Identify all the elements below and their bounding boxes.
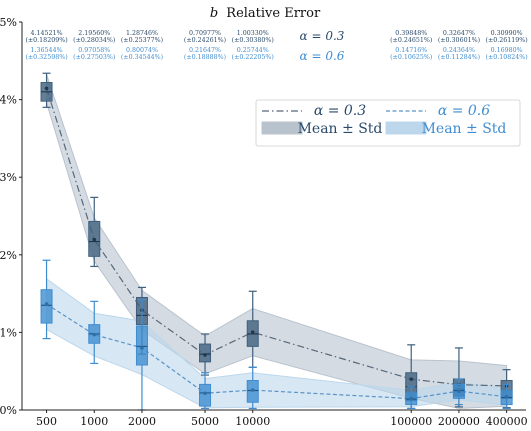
box-series-1-3 [199, 372, 212, 410]
mean-marker [409, 396, 414, 401]
x-tick-label: 10000 [235, 415, 270, 427]
value-annotation: (±0.28034%) [73, 37, 115, 44]
y-tick-label: 4% [0, 94, 17, 107]
y-tick-label: 1% [0, 326, 17, 339]
legend: α = 0.3 α = 0.6 Mean ± Std Mean ± Std [255, 99, 521, 147]
box-series-0-1 [88, 196, 101, 268]
value-annotation: (±0.26119%) [486, 37, 528, 44]
box-body [135, 325, 148, 366]
mean-marker [250, 330, 255, 334]
value-annotation: (±0.11284%) [438, 54, 480, 61]
legend-item: Mean ± Std [261, 121, 383, 137]
value-annotation: 1.36544% [31, 47, 63, 54]
legend-item: α = 0.6 [386, 103, 490, 119]
mean-marker [457, 389, 461, 393]
value-annotation: 0.70977% [189, 30, 221, 37]
value-annotation: (±0.10625%) [390, 54, 432, 61]
value-annotation: 0.24364% [443, 47, 475, 54]
series-annotation-label: α = 0.3 [300, 29, 345, 43]
box-body [199, 383, 212, 407]
mean-marker [409, 377, 414, 381]
box-series-1-5 [405, 386, 418, 410]
y-tick-label: 2% [0, 249, 17, 262]
x-tick-label: 1000 [80, 415, 108, 427]
x-tick-label: 2000 [128, 415, 156, 427]
value-annotation: (±0.30380%) [232, 37, 274, 44]
value-annotation: (±0.25377%) [121, 37, 163, 44]
y-tick-label: 0% [0, 404, 17, 417]
box-body [40, 289, 53, 324]
series-annotation-label: α = 0.6 [300, 49, 345, 63]
mean-marker [203, 391, 207, 396]
legend-band-swatch [385, 121, 427, 135]
y-tick-label: 3% [0, 171, 17, 184]
x-tick-label: 400000 [486, 415, 528, 427]
value-annotation: 0.32647% [443, 30, 475, 37]
value-annotation: 2.19560% [78, 30, 110, 37]
box-series-1-7 [500, 383, 513, 410]
box-body [199, 343, 212, 363]
value-annotation: 0.16980% [491, 47, 523, 54]
legend-label: α = 0.3 [314, 103, 366, 119]
x-tick-label: 200000 [438, 415, 480, 427]
mean-marker [44, 302, 49, 306]
mean-marker [140, 346, 144, 350]
axes: 0% 1% 2% 3% 4% 5% 500 1000 2000 5000 10000 100000 20… [0, 16, 528, 428]
value-annotation: 0.14716% [395, 47, 427, 54]
mean-marker [203, 353, 207, 357]
value-annotation: 1.28746% [126, 30, 158, 37]
legend-item: Mean ± Std [385, 121, 507, 137]
value-annotation: (±0.34544%) [121, 54, 163, 61]
x-tick-label: 500 [36, 415, 57, 427]
value-annotation: (±0.32598%) [25, 54, 67, 61]
legend-band-swatch [261, 121, 303, 135]
value-annotations: 4.14521%(±0.18209%) 2.19560%(±0.28034%) 1.… [25, 29, 527, 63]
mean-line-series-1 [46, 303, 507, 400]
box-series-1-1 [88, 300, 101, 365]
value-annotation: 0.97058% [78, 47, 110, 54]
value-annotation: 0.25744% [237, 47, 269, 54]
chart-title: b Relative Error [210, 6, 321, 21]
mean-marker [44, 86, 49, 91]
legend-item: α = 0.3 [262, 103, 366, 119]
legend-label: Mean ± Std [422, 121, 507, 137]
x-tick-label: 5000 [191, 415, 219, 427]
mean-marker [250, 388, 255, 392]
x-tick-label: 100000 [390, 415, 432, 427]
value-annotation: (±0.18888%) [184, 54, 226, 61]
mean-marker [504, 395, 509, 399]
value-annotation: (±0.18209%) [25, 37, 67, 44]
box-series-0-0 [40, 72, 53, 108]
value-annotation: (±0.30601%) [438, 37, 480, 44]
value-annotation: 0.30990% [491, 30, 523, 37]
value-annotation: (±0.24651%) [390, 37, 432, 44]
mean-marker [92, 237, 97, 242]
box-plots [40, 72, 513, 411]
value-annotation: (±0.10824%) [486, 54, 528, 61]
value-annotation: (±0.24261%) [184, 37, 226, 44]
legend-label: α = 0.6 [438, 103, 490, 119]
value-annotation: (±0.27503%) [73, 54, 115, 61]
chart-title-math: b [210, 6, 218, 21]
value-annotation: 0.80074% [126, 47, 158, 54]
mean-lines [45, 88, 507, 400]
box-series-1-0 [40, 259, 53, 340]
y-tick-label: 5% [0, 16, 17, 29]
value-annotation: 0.39848% [395, 30, 427, 37]
legend-label: Mean ± Std [298, 121, 383, 137]
value-annotation: 1.00330% [237, 30, 269, 37]
value-annotation: 0.21647% [189, 47, 221, 54]
value-annotation: (±0.22205%) [232, 54, 274, 61]
box-series-1-6 [452, 378, 465, 406]
chart-title-text: Relative Error [226, 6, 321, 21]
value-annotation: 4.14521% [31, 30, 63, 37]
box-series-1-4 [246, 366, 259, 410]
mean-marker [92, 332, 97, 337]
